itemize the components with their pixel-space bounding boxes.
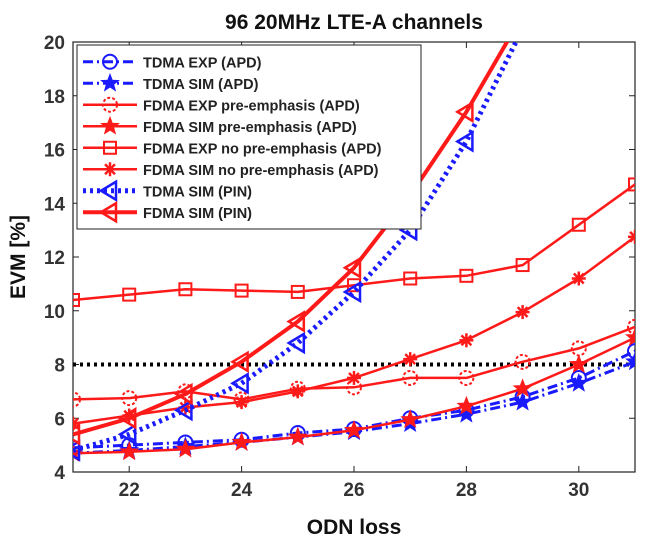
data-point xyxy=(568,372,589,392)
legend-marker xyxy=(103,162,117,177)
x-tick-label: 30 xyxy=(568,480,589,501)
data-point xyxy=(73,423,81,446)
legend-marker xyxy=(98,179,118,202)
data-point xyxy=(628,229,635,244)
data-point xyxy=(173,398,193,422)
legend-label: FDMA SIM (PIN) xyxy=(143,206,252,222)
data-point xyxy=(568,354,589,373)
data-point xyxy=(234,395,249,410)
data-point xyxy=(627,318,635,335)
data-point xyxy=(122,287,137,302)
data-point xyxy=(286,310,306,333)
legend-marker xyxy=(98,201,118,224)
x-tick-label: 26 xyxy=(343,480,364,501)
data-point xyxy=(456,395,477,415)
data-point xyxy=(344,419,364,439)
y-tick-label: 16 xyxy=(44,141,65,162)
legend-marker xyxy=(100,72,120,92)
y-axis-label: EVM [%] xyxy=(7,215,30,299)
legend-marker xyxy=(102,53,118,70)
data-point xyxy=(512,391,533,411)
y-tick-label: 4 xyxy=(54,463,65,484)
data-point xyxy=(454,100,474,124)
y-tick-label: 14 xyxy=(44,194,66,215)
y-tick-label: 10 xyxy=(44,302,65,323)
data-point xyxy=(230,372,249,395)
data-point xyxy=(514,6,529,24)
legend-box xyxy=(76,44,422,230)
data-point xyxy=(73,439,81,462)
data-point xyxy=(175,438,196,458)
data-point xyxy=(342,280,362,304)
data-point xyxy=(627,343,635,360)
data-point xyxy=(625,351,635,371)
series-layer xyxy=(73,6,635,462)
data-point xyxy=(456,403,477,423)
data-point xyxy=(231,431,252,451)
plot-area: 22 24 26 28 30 4 6 8 10 12 14 16 18 20 xyxy=(44,6,636,501)
data-point xyxy=(230,350,249,374)
legend-marker xyxy=(102,96,118,113)
data-point xyxy=(625,327,635,347)
data-point xyxy=(290,284,305,299)
x-tick-label: 22 xyxy=(119,480,140,501)
series-line-6 xyxy=(73,42,519,453)
legend-label: TDMA SIM (PIN) xyxy=(143,184,252,200)
legend-label: FDMA SIM pre-emphasis (APD) xyxy=(143,120,357,136)
legend-label: FDMA EXP no pre-emphasis (APD) xyxy=(143,141,382,157)
data-point xyxy=(73,293,80,307)
data-point xyxy=(121,390,138,407)
legend-marker xyxy=(100,115,120,135)
x-tick-label: 28 xyxy=(456,480,477,501)
data-point xyxy=(514,353,531,370)
legend-label: TDMA EXP (APD) xyxy=(143,55,262,71)
legend-label: FDMA SIM no pre-emphasis (APD) xyxy=(143,163,379,179)
data-point xyxy=(512,378,533,398)
legend-label: TDMA SIM (APD) xyxy=(143,77,259,93)
legend: TDMA EXP (APD) TDMA SIM (APD) FDMA EXP pre… xyxy=(76,44,422,230)
legend-marker xyxy=(103,140,117,155)
data-point xyxy=(571,271,586,286)
data-point xyxy=(290,384,305,399)
data-point xyxy=(515,258,530,273)
y-tick-label: 12 xyxy=(44,248,65,269)
data-point xyxy=(73,391,81,408)
legend-label: FDMA EXP pre-emphasis (APD) xyxy=(143,98,360,114)
data-point xyxy=(403,271,418,286)
y-tick-label: 20 xyxy=(44,33,65,54)
x-tick-label: 24 xyxy=(231,480,253,501)
data-point xyxy=(459,333,474,348)
data-point xyxy=(458,369,475,386)
data-point xyxy=(571,217,586,232)
data-point xyxy=(454,130,474,153)
data-point xyxy=(286,331,306,355)
data-point xyxy=(117,407,137,430)
series-line-2 xyxy=(73,325,635,401)
chart-title: 96 20MHz LTE-A channels xyxy=(225,11,483,34)
data-point xyxy=(347,370,361,385)
data-point xyxy=(234,283,249,298)
data-point xyxy=(402,369,419,386)
series-line-7 xyxy=(73,42,510,437)
data-point xyxy=(459,268,474,283)
data-point xyxy=(117,423,137,446)
y-tick-label: 8 xyxy=(54,356,65,377)
y-tick-label: 6 xyxy=(54,409,65,430)
data-point xyxy=(400,409,421,429)
x-axis-label: ODN loss xyxy=(307,516,402,539)
data-point xyxy=(514,20,529,38)
data-point xyxy=(287,426,308,446)
data-point xyxy=(173,382,193,406)
data-point xyxy=(119,441,140,461)
data-point xyxy=(342,256,362,279)
data-point xyxy=(515,305,530,320)
data-point xyxy=(403,352,418,367)
y-tick-label: 18 xyxy=(44,87,65,108)
data-point xyxy=(628,177,635,192)
data-point xyxy=(178,282,193,297)
